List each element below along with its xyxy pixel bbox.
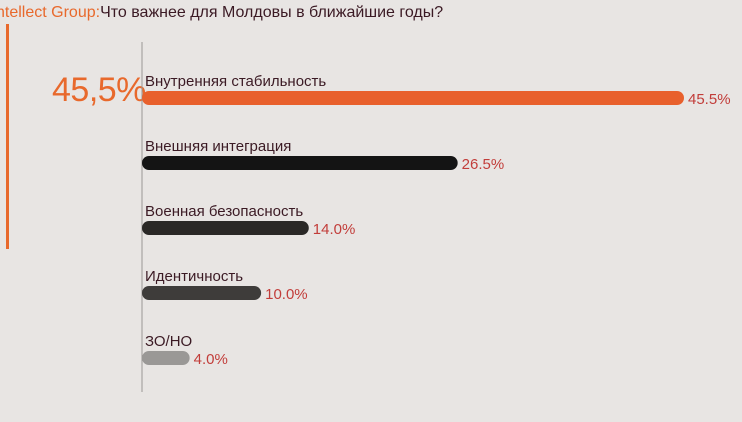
- value-label: 45.5%: [688, 91, 731, 108]
- category-label: Внешняя интеграция: [145, 138, 291, 155]
- bar: [142, 351, 190, 365]
- bar: [142, 91, 684, 105]
- category-label: Идентичность: [145, 268, 243, 285]
- category-label: ЗО/НО: [145, 333, 192, 350]
- value-label: 10.0%: [265, 286, 308, 303]
- bar: [142, 156, 458, 170]
- value-label: 26.5%: [462, 156, 505, 173]
- highlight-value: 45,5%: [52, 71, 146, 109]
- category-label: Военная безопасность: [145, 203, 303, 220]
- chart-header: ntellect Group:Что важнее для Молдовы в …: [0, 3, 443, 23]
- source-label: ntellect Group:: [0, 4, 101, 21]
- value-label: 4.0%: [194, 351, 228, 368]
- value-label: 14.0%: [313, 221, 356, 238]
- bar: [142, 286, 262, 300]
- category-label: Внутренняя стабильность: [145, 73, 326, 90]
- bar: [142, 221, 309, 235]
- accent-line: [6, 24, 9, 249]
- question-title: Что важнее для Молдовы в ближайшие годы?: [100, 4, 444, 21]
